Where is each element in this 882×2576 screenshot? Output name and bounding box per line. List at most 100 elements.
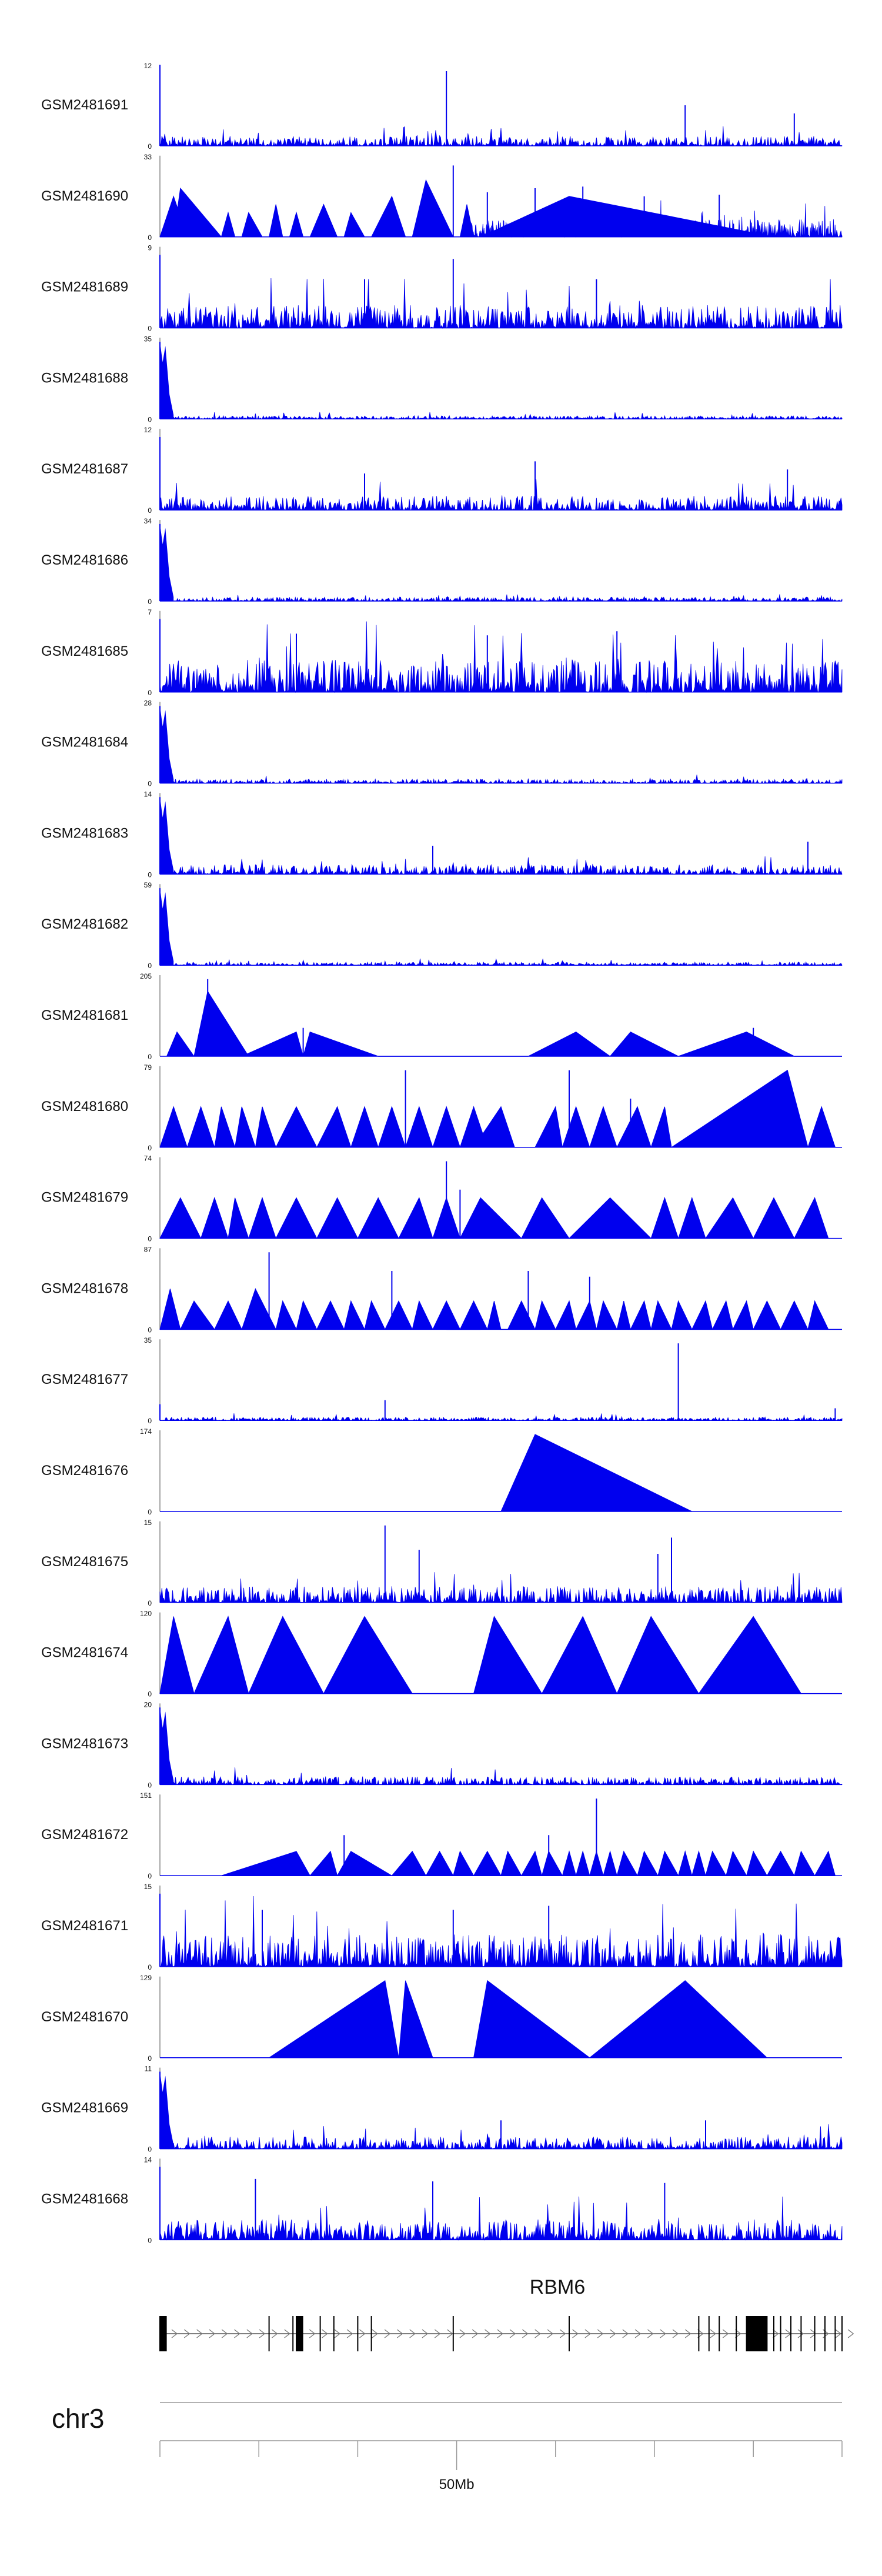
signal-triangle (589, 1980, 768, 2058)
strand-arrow (797, 2329, 804, 2338)
track-label: GSM2481680 (41, 1099, 128, 1115)
track-label: GSM2481670 (41, 2009, 128, 2025)
signal-triangle (473, 1980, 591, 2058)
track-label: GSM2481672 (41, 1827, 128, 1843)
signal-area (159, 1896, 843, 1968)
signal-triangle (432, 1300, 461, 1330)
track-gsm2481682 (159, 884, 843, 966)
signal-area (159, 479, 843, 511)
track-gsm2481687 (159, 429, 843, 511)
signal-triangle (432, 1106, 461, 1148)
signal-triangle (616, 1106, 652, 1148)
exon-block (746, 2316, 767, 2351)
signal-triangle (793, 1197, 829, 1239)
track-gsm2481668 (159, 2158, 843, 2241)
strand-arrow (234, 2329, 240, 2338)
track-gsm2481684 (159, 702, 843, 785)
signal-triangle (589, 1106, 617, 1148)
signal-triangle (534, 1106, 563, 1148)
strand-arrow (322, 2329, 328, 2338)
signal-triangle (650, 1197, 679, 1239)
strand-arrow (284, 2329, 290, 2338)
signal-triangle (609, 1031, 679, 1057)
strand-arrow (835, 2329, 841, 2338)
signal-triangle (398, 1980, 433, 2058)
signal-triangle (473, 1616, 543, 1694)
track-label: GSM2481683 (41, 825, 128, 841)
y-min-label: 0 (148, 2145, 152, 2154)
strand-arrow (447, 2329, 453, 2338)
track-label: GSM2481679 (41, 1190, 128, 1206)
signal-triangle (575, 1850, 590, 1876)
signal-area (159, 958, 843, 966)
signal-triangle (500, 1434, 693, 1512)
signal-triangle (596, 1300, 617, 1330)
strand-arrow (847, 2329, 854, 2338)
signal-triangle (275, 1300, 297, 1330)
signal-area (159, 412, 843, 420)
y-min-label: 0 (148, 1417, 152, 1425)
signal-area (159, 278, 843, 329)
signal-triangle (677, 1850, 693, 1876)
y-max-label: 11 (145, 2065, 152, 2073)
y-min-label: 0 (148, 1053, 152, 1061)
signal-triangle (193, 1615, 249, 1694)
signal-triangle (753, 1300, 781, 1330)
strand-arrow (497, 2329, 503, 2338)
signal-triangle (302, 1031, 379, 1057)
signal-area (159, 126, 843, 147)
signal-triangle (691, 1850, 706, 1876)
strand-arrow (697, 2329, 704, 2338)
track-gsm2481679 (159, 1157, 842, 1239)
track-label: GSM2481669 (41, 2100, 128, 2116)
signal-triangle (616, 1300, 632, 1330)
signal-triangle (637, 1850, 659, 1876)
signal-triangle (650, 1300, 672, 1330)
track-label: GSM2481678 (41, 1280, 128, 1296)
y-max-label: 20 (144, 1700, 152, 1709)
track-gsm2481689 (159, 246, 843, 329)
gene-track (159, 2316, 854, 2351)
signal-triangle (275, 1197, 318, 1239)
signal-triangle (241, 212, 263, 238)
y-min-label: 0 (148, 1963, 152, 1971)
track-gsm2481672 (159, 1794, 842, 1876)
signal-triangle (753, 1197, 795, 1239)
strand-arrow (422, 2329, 429, 2338)
track-gsm2481688 (159, 338, 843, 420)
track-label: GSM2481688 (41, 370, 128, 386)
strand-arrow (459, 2329, 466, 2338)
track-gsm2481683 (159, 793, 843, 875)
signal-triangle (241, 1031, 304, 1057)
signal-triangle (616, 1850, 638, 1876)
signal-triangle (235, 1106, 256, 1148)
strand-arrow (485, 2329, 491, 2338)
signal-triangle (678, 1032, 795, 1057)
strand-arrow (722, 2329, 729, 2338)
track-label: GSM2481687 (41, 461, 128, 477)
strand-arrow (346, 2329, 353, 2338)
y-min-label: 0 (148, 689, 152, 697)
y-max-label: 174 (140, 1427, 152, 1436)
y-min-label: 0 (148, 870, 152, 879)
strand-arrow (735, 2329, 741, 2338)
signal-triangle (214, 1300, 242, 1330)
strand-arrow (660, 2329, 666, 2338)
strand-arrow (221, 2329, 228, 2338)
signal-triangle (453, 1850, 475, 1876)
y-min-label: 0 (148, 1235, 152, 1243)
signal-triangle (562, 1106, 590, 1148)
strand-arrow (634, 2329, 642, 2338)
track-gsm2481678 (159, 1248, 842, 1330)
signal-triangle (316, 1300, 345, 1330)
signal-peak (160, 1707, 174, 1785)
track-gsm2481686 (159, 520, 843, 602)
y-min-label: 0 (148, 1690, 152, 1699)
y-max-label: 28 (144, 699, 152, 708)
strand-arrow (647, 2329, 654, 2338)
y-min-label: 0 (148, 780, 152, 788)
signal-triangle (732, 1300, 754, 1330)
signal-triangle (248, 1616, 325, 1694)
signal-triangle (541, 1616, 617, 1694)
